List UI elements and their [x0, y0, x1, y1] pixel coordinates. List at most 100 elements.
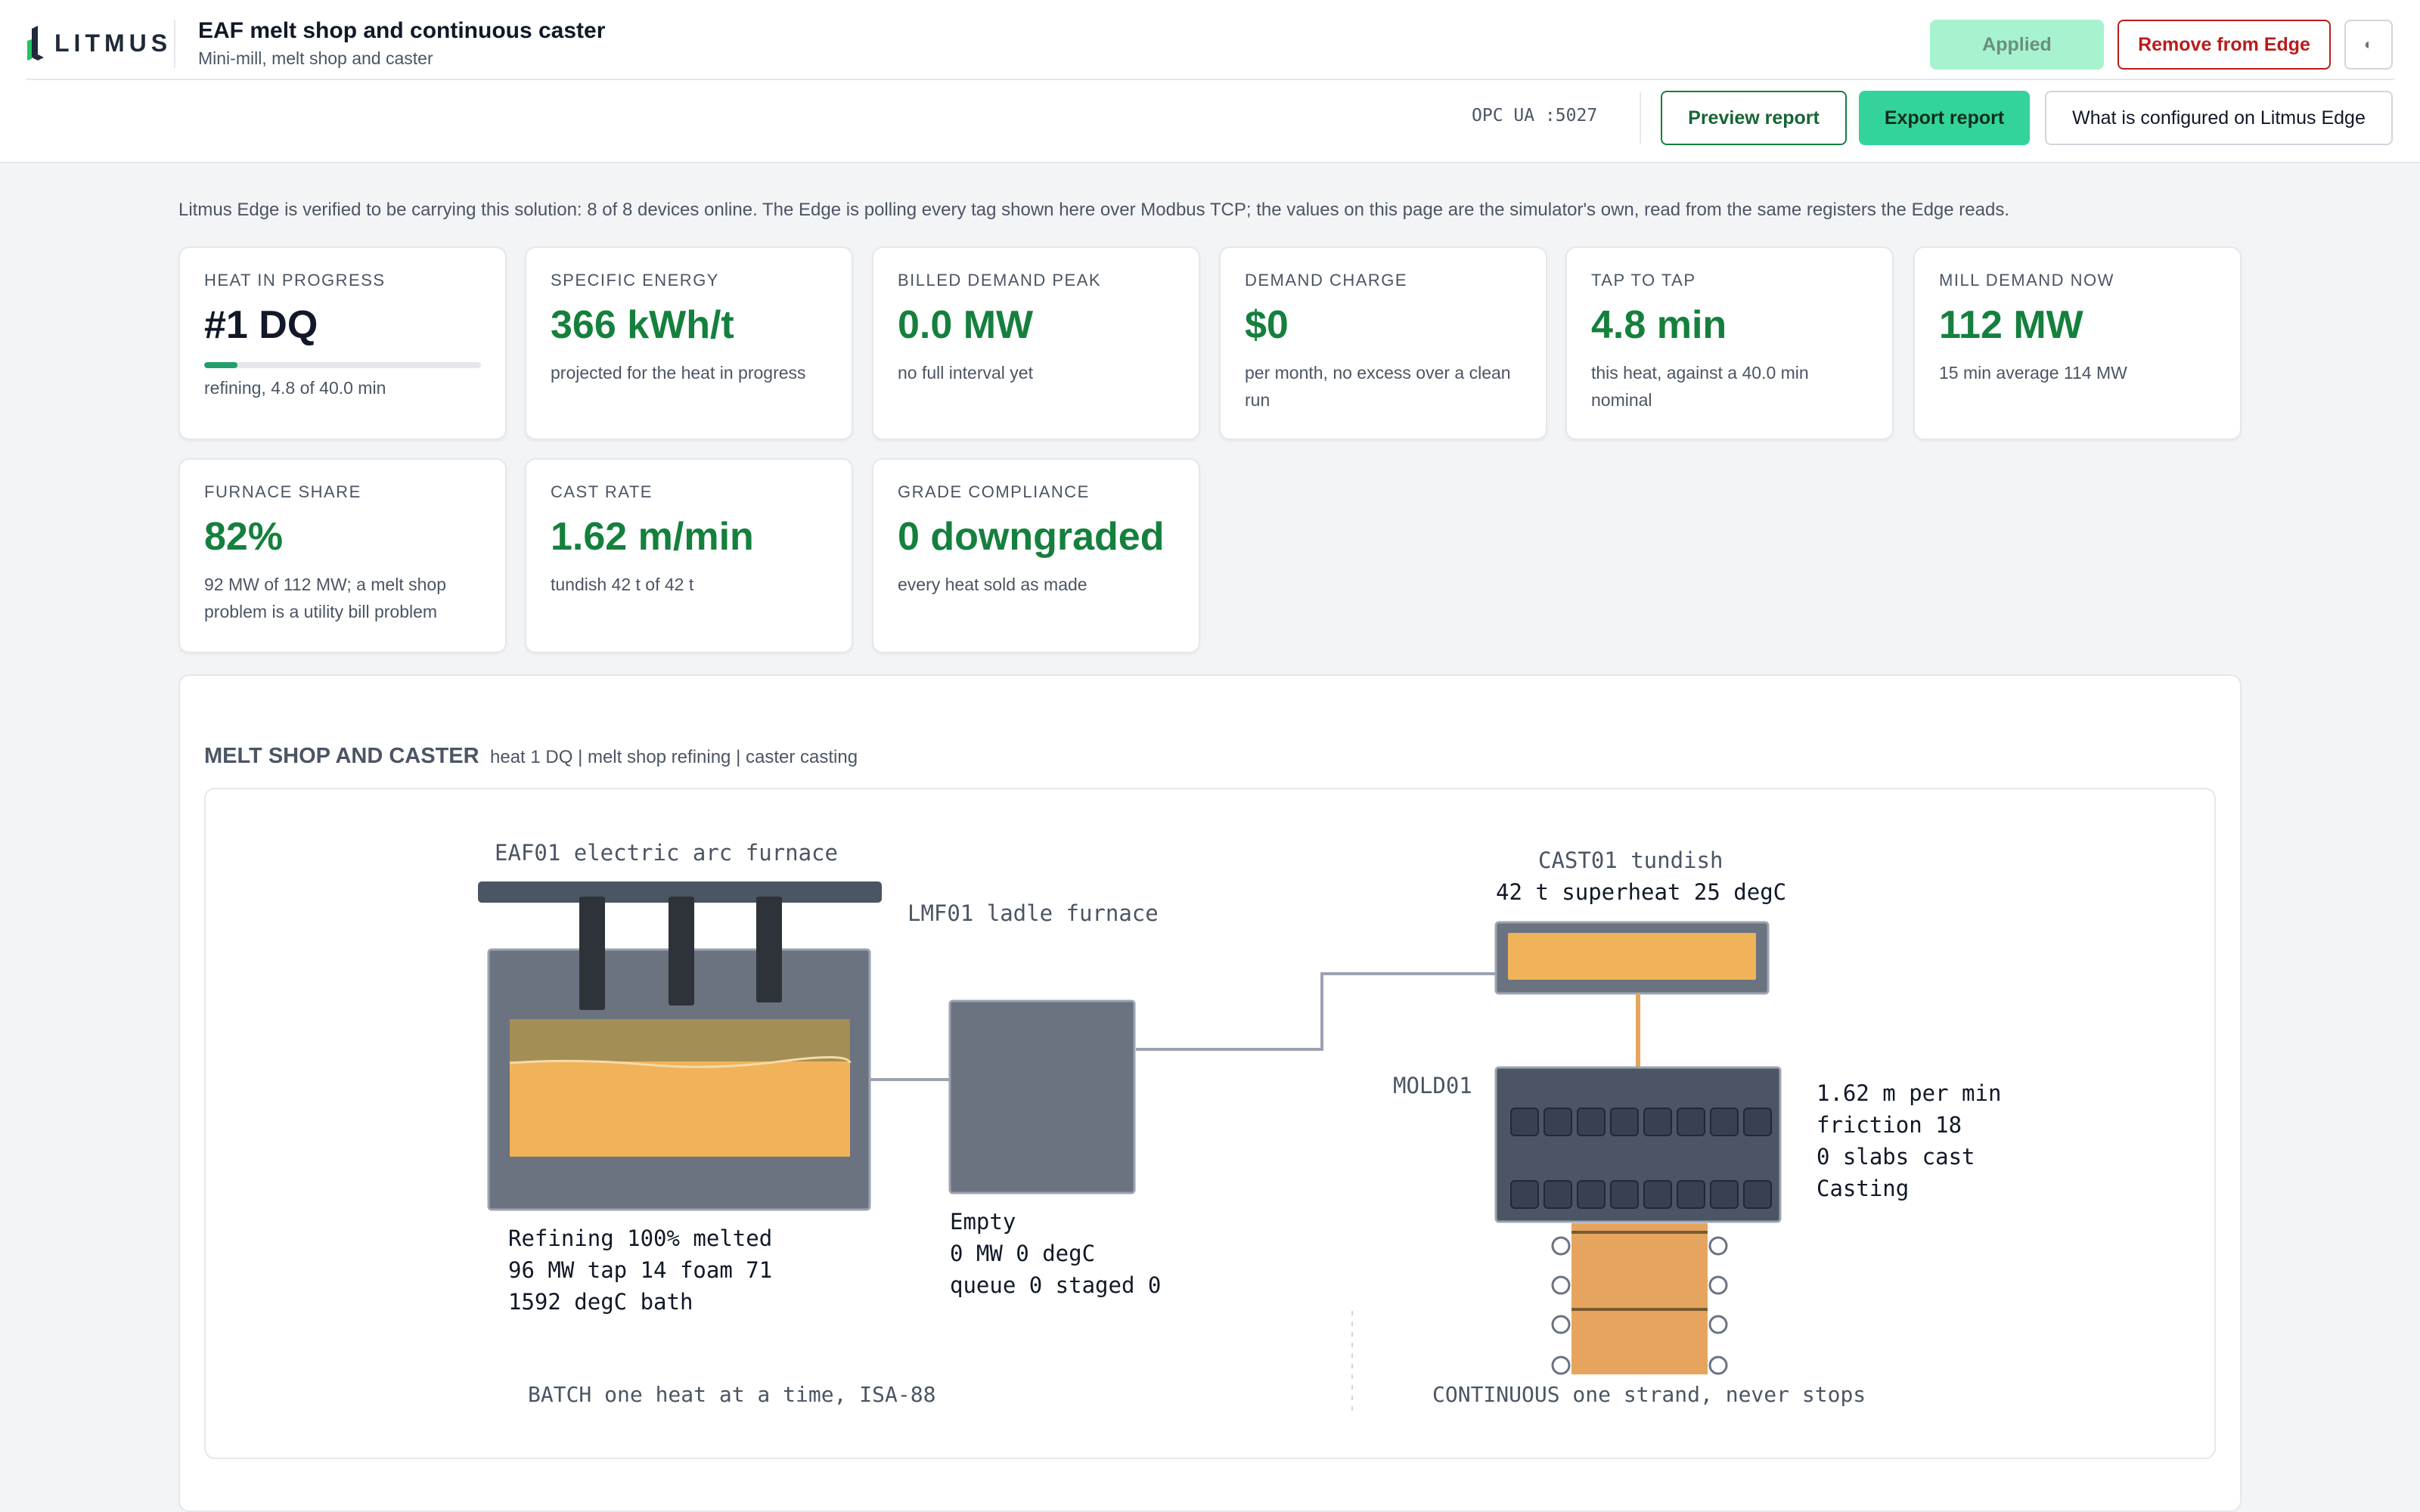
heat-progress-fill	[204, 362, 237, 369]
eaf-bath-surface	[509, 1055, 852, 1068]
process-diagram: EAF01 electric arc furnace Refining 100%…	[204, 788, 2216, 1459]
electrode-3	[756, 897, 782, 1002]
batch-note: BATCH one heat at a time, ISA-88	[528, 1382, 935, 1407]
tundish-title: CAST01 tundish	[1538, 847, 1723, 873]
mold-slabs: 0 slabs cast	[1817, 1144, 1975, 1170]
mold-cell	[1544, 1108, 1572, 1136]
card-label: BILLED DEMAND PEAK	[898, 271, 1102, 290]
mold-cell	[1610, 1180, 1639, 1209]
mold-friction: friction 18	[1817, 1112, 1962, 1138]
theme-toggle-button[interactable]: ◐	[2344, 20, 2393, 70]
mold-cell	[1743, 1108, 1772, 1136]
page-subtitle: Mini-mill, melt shop and caster	[198, 48, 433, 68]
eaf-title: EAF01 electric arc furnace	[495, 840, 838, 866]
card-value: 0.0 MW	[898, 303, 1034, 347]
panel-title: MELT SHOP AND CASTER	[204, 744, 479, 768]
mold-cell	[1610, 1108, 1639, 1136]
card-label: CAST RATE	[551, 482, 653, 501]
remove-from-edge-button[interactable]: Remove from Edge	[2118, 20, 2331, 70]
card-note: refining, 4.8 of 40.0 min	[204, 378, 386, 398]
export-report-button[interactable]: Export report	[1859, 91, 2030, 145]
applied-button[interactable]: Applied	[1930, 20, 2104, 70]
lmf-power: 0 MW 0 degC	[950, 1241, 1095, 1266]
kpi-card-mill-demand: MILL DEMAND NOW 112 MW 15 min average 11…	[1913, 246, 2242, 440]
eaf-slag-layer	[510, 1019, 850, 1061]
eaf-status: Refining 100% melted	[508, 1225, 772, 1251]
tundish-steel	[1508, 933, 1756, 980]
mold-cells-bottom	[1510, 1180, 1772, 1209]
mold-cell	[1577, 1108, 1606, 1136]
card-label: DEMAND CHARGE	[1245, 271, 1408, 290]
mold-title: MOLD01	[1393, 1073, 1472, 1098]
lmf-status: Empty	[950, 1209, 1016, 1235]
strand-roller	[1551, 1356, 1571, 1375]
card-label: GRADE COMPLIANCE	[898, 482, 1090, 501]
eaf-power: 96 MW tap 14 foam 71	[508, 1257, 772, 1283]
kpi-card-heat: HEAT IN PROGRESS #1 DQ refining, 4.8 of …	[178, 246, 507, 440]
preview-report-button[interactable]: Preview report	[1661, 91, 1847, 145]
strand-roller	[1708, 1275, 1728, 1295]
kpi-card-specific-energy: SPECIFIC ENERGY 366 kWh/t projected for …	[525, 246, 853, 440]
top-bar: LITMUS EAF melt shop and continuous cast…	[0, 0, 2420, 163]
verification-message: Litmus Edge is verified to be carrying t…	[178, 200, 2009, 220]
litmus-logo-icon	[27, 26, 44, 60]
panel-subtitle: heat 1 DQ | melt shop refining | caster …	[490, 747, 858, 767]
card-value: $0	[1245, 303, 1289, 347]
lmf-to-tundish-pipe	[1136, 972, 1496, 1051]
divider	[1640, 92, 1641, 144]
strand-roller	[1708, 1236, 1728, 1256]
card-value: 366 kWh/t	[551, 303, 734, 347]
strand-roller	[1551, 1315, 1571, 1334]
lmf-vessel[interactable]	[948, 999, 1136, 1194]
mold-cell	[1643, 1180, 1672, 1209]
continuous-note: CONTINUOUS one strand, never stops	[1432, 1382, 1866, 1407]
card-value: 1.62 m/min	[551, 515, 754, 559]
mold-cell	[1677, 1108, 1705, 1136]
divider	[174, 20, 175, 68]
strand-roller	[1551, 1236, 1571, 1256]
kpi-card-furnace-share: FURNACE SHARE 82% 92 MW of 112 MW; a mel…	[178, 458, 507, 653]
card-value: 82%	[204, 515, 284, 559]
card-label: MILL DEMAND NOW	[1939, 271, 2114, 290]
mold-cell	[1677, 1180, 1705, 1209]
edge-config-button[interactable]: What is configured on Litmus Edge	[2045, 91, 2393, 145]
header-divider	[26, 79, 2394, 80]
mold-cell	[1544, 1180, 1572, 1209]
strand-roller	[1708, 1356, 1728, 1375]
logo-text: LITMUS	[54, 29, 172, 57]
card-value: 112 MW	[1939, 303, 2083, 347]
electrode-2	[669, 897, 694, 1005]
litmus-logo[interactable]: LITMUS	[26, 26, 172, 60]
card-note: per month, no excess over a clean run	[1245, 363, 1511, 411]
card-label: SPECIFIC ENERGY	[551, 271, 719, 290]
strand-roller	[1708, 1315, 1728, 1334]
mold-cell	[1510, 1108, 1539, 1136]
process-diagram-svg: EAF01 electric arc furnace Refining 100%…	[478, 840, 2001, 1414]
kpi-card-demand-charge: DEMAND CHARGE $0 per month, no excess ov…	[1219, 246, 1547, 440]
opc-endpoint: OPC UA :5027	[1472, 106, 1598, 125]
cast-strand	[1571, 1223, 1708, 1374]
card-note: 92 MW of 112 MW; a melt shop problem is …	[204, 575, 446, 622]
lmf-title: LMF01 ladle furnace	[908, 900, 1159, 926]
mold-cell	[1743, 1180, 1772, 1209]
mold-cell	[1710, 1108, 1739, 1136]
card-value: 4.8 min	[1591, 303, 1727, 347]
mold-state: Casting	[1817, 1176, 1909, 1201]
card-label: HEAT IN PROGRESS	[204, 271, 386, 290]
card-value: 0 downgraded	[898, 515, 1165, 559]
strand-roller	[1551, 1275, 1571, 1295]
mold-speed: 1.62 m per min	[1817, 1080, 2001, 1106]
kpi-card-tap-to-tap: TAP TO TAP 4.8 min this heat, against a …	[1565, 246, 1894, 440]
kpi-card-demand-peak: BILLED DEMAND PEAK 0.0 MW no full interv…	[872, 246, 1200, 440]
page-title: EAF melt shop and continuous caster	[198, 18, 606, 43]
card-note: 15 min average 114 MW	[1939, 363, 2127, 383]
lmf-queue: queue 0 staged 0	[950, 1272, 1161, 1298]
mold-cell	[1577, 1180, 1606, 1209]
tundish-status: 42 t superheat 25 degC	[1496, 879, 1786, 905]
card-note: every heat sold as made	[898, 575, 1087, 595]
card-label: FURNACE SHARE	[204, 482, 361, 501]
kpi-card-grade-compliance: GRADE COMPLIANCE 0 downgraded every heat…	[872, 458, 1200, 653]
kpi-card-cast-rate: CAST RATE 1.62 m/min tundish 42 t of 42 …	[525, 458, 853, 653]
card-note: projected for the heat in progress	[551, 363, 806, 383]
strand-rollers	[1551, 1236, 1728, 1375]
